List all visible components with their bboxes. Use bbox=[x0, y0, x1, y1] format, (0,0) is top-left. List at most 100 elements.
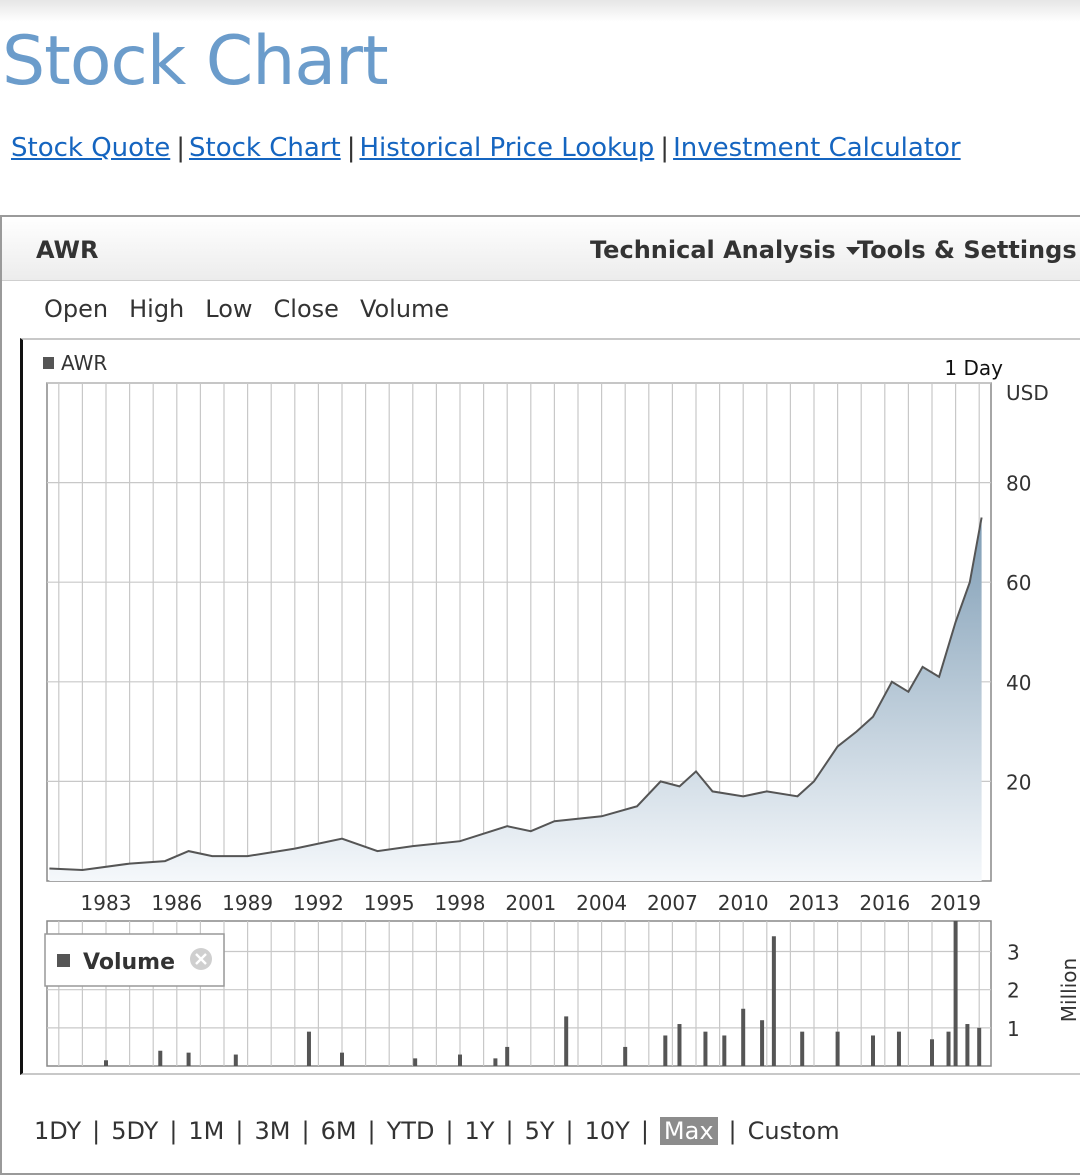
nav-link-stock-quote[interactable]: Stock Quote bbox=[11, 133, 171, 163]
volume-bar bbox=[413, 1058, 418, 1066]
x-tick-label: 1986 bbox=[151, 891, 202, 915]
volume-bar bbox=[771, 936, 776, 1066]
range-separator: | bbox=[640, 1117, 649, 1145]
nav-links: Stock Quote | Stock Chart | Historical Price… bbox=[11, 133, 961, 163]
volume-bar bbox=[871, 1035, 875, 1066]
range-separator: | bbox=[92, 1117, 101, 1145]
legend-swatch bbox=[43, 357, 54, 369]
volume-bar bbox=[233, 1054, 238, 1066]
legend-swatch bbox=[57, 954, 70, 967]
range-separator: | bbox=[505, 1117, 514, 1145]
volume-bar bbox=[505, 1046, 510, 1066]
volume-bar bbox=[564, 1016, 569, 1066]
range-selector: 1DY | 5DY | 1M | 3M | 6M | YTD | 1Y | 5Y | 10Y | Max | Custo… bbox=[34, 1117, 840, 1145]
x-tick-label: 2001 bbox=[505, 891, 556, 915]
volume-bar bbox=[946, 1031, 951, 1066]
nav-link-historical-price-lookup[interactable]: Historical Price Lookup bbox=[359, 133, 655, 163]
range-3m[interactable]: 3M bbox=[254, 1117, 291, 1145]
nav-link-stock-chart[interactable]: Stock Chart bbox=[189, 133, 341, 163]
volume-bar bbox=[953, 921, 958, 1066]
x-tick-label: 2004 bbox=[576, 891, 627, 915]
volume-bar bbox=[800, 1031, 805, 1066]
stock-chart-svg[interactable]: 20 40 60 80 1983 1986 1989 1992 1995 1998 2001 2004… bbox=[23, 340, 1080, 1073]
volume-bar bbox=[977, 1027, 982, 1066]
volume-bar bbox=[663, 1035, 668, 1066]
volume-bar bbox=[896, 1031, 901, 1066]
range-1m[interactable]: 1M bbox=[188, 1117, 225, 1145]
nav-separator: | bbox=[660, 133, 670, 163]
nav-separator: | bbox=[176, 133, 186, 163]
chart-widget: AWR Technical Analysis Tools & Settings … bbox=[0, 215, 1080, 1175]
volume-bar bbox=[186, 1052, 191, 1066]
x-tick-label: 2010 bbox=[718, 891, 769, 915]
volume-bar bbox=[835, 1031, 840, 1066]
price-legend-label: AWR bbox=[61, 351, 107, 375]
volume-bar bbox=[722, 1035, 727, 1066]
interval-label: 1 Day bbox=[944, 356, 1003, 380]
volume-bar bbox=[677, 1024, 682, 1066]
volume-bar bbox=[104, 1060, 108, 1066]
range-ytd[interactable]: YTD bbox=[386, 1117, 435, 1145]
chart-area: 20 40 60 80 1983 1986 1989 1992 1995 1998 2001 2004… bbox=[20, 338, 1080, 1075]
chart-toolbar: AWR Technical Analysis Tools & Settings bbox=[2, 217, 1080, 281]
volume-bar bbox=[306, 1031, 311, 1066]
range-max[interactable]: Max bbox=[659, 1117, 718, 1145]
chevron-down-icon bbox=[845, 247, 860, 255]
range-separator: | bbox=[367, 1117, 376, 1145]
volume-bar bbox=[930, 1039, 934, 1066]
y-tick-label: 20 bbox=[1006, 770, 1031, 794]
x-tick-label: 2019 bbox=[930, 891, 981, 915]
price-line bbox=[49, 517, 983, 872]
volume-bar bbox=[703, 1031, 708, 1066]
volume-legend-label: Volume bbox=[83, 950, 175, 975]
volume-bar bbox=[623, 1046, 628, 1066]
range-5y[interactable]: 5Y bbox=[524, 1117, 555, 1145]
volume-y-tick-label: 1 bbox=[1007, 1017, 1020, 1041]
volume-bar bbox=[493, 1058, 498, 1066]
range-1y[interactable]: 1Y bbox=[464, 1117, 495, 1145]
technical-analysis-menu[interactable]: Technical Analysis bbox=[590, 236, 860, 264]
ticker-symbol: AWR bbox=[36, 236, 99, 264]
volume-bar bbox=[965, 1024, 970, 1066]
technical-analysis-label: Technical Analysis bbox=[590, 236, 836, 264]
field-volume[interactable]: Volume bbox=[359, 295, 450, 323]
x-tick-label: 1998 bbox=[435, 891, 486, 915]
close-icon-glyph bbox=[195, 953, 207, 965]
field-selector: Open High Low Close Volume bbox=[44, 295, 470, 323]
volume-axis-unit-label: Million bbox=[1057, 958, 1080, 1022]
volume-bar bbox=[760, 1020, 765, 1066]
range-separator: | bbox=[169, 1117, 178, 1145]
x-tick-label: 1995 bbox=[364, 891, 415, 915]
page-title: Stock Chart bbox=[2, 22, 389, 101]
volume-y-tick-label: 3 bbox=[1007, 941, 1020, 965]
price-area bbox=[49, 517, 982, 881]
field-open[interactable]: Open bbox=[44, 295, 109, 323]
range-separator: | bbox=[235, 1117, 244, 1145]
field-low[interactable]: Low bbox=[205, 295, 253, 323]
y-tick-label: 40 bbox=[1006, 671, 1031, 695]
range-custom[interactable]: Custom bbox=[747, 1117, 840, 1145]
x-tick-label: 1983 bbox=[81, 891, 132, 915]
y-axis-unit-label: USD bbox=[1006, 381, 1049, 405]
range-10y[interactable]: 10Y bbox=[584, 1117, 630, 1145]
field-high[interactable]: High bbox=[129, 295, 185, 323]
range-separator: | bbox=[301, 1117, 310, 1145]
x-tick-label: 2016 bbox=[859, 891, 910, 915]
y-tick-label: 80 bbox=[1006, 472, 1031, 496]
top-shade bbox=[0, 0, 1080, 22]
nav-separator: | bbox=[346, 133, 356, 163]
volume-bar bbox=[458, 1054, 462, 1066]
range-separator: | bbox=[445, 1117, 454, 1145]
range-1dy[interactable]: 1DY bbox=[34, 1117, 82, 1145]
field-close[interactable]: Close bbox=[273, 295, 339, 323]
range-6m[interactable]: 6M bbox=[320, 1117, 357, 1145]
range-separator: | bbox=[565, 1117, 574, 1145]
tools-settings-label: Tools & Settings bbox=[857, 236, 1077, 264]
volume-y-tick-label: 2 bbox=[1007, 979, 1020, 1003]
x-tick-label: 1989 bbox=[222, 891, 273, 915]
range-5dy[interactable]: 5DY bbox=[111, 1117, 159, 1145]
tools-settings-menu[interactable]: Tools & Settings bbox=[857, 236, 1080, 264]
y-tick-label: 60 bbox=[1006, 571, 1031, 595]
nav-link-investment-calculator[interactable]: Investment Calculator bbox=[673, 133, 961, 163]
x-tick-label: 2013 bbox=[789, 891, 840, 915]
